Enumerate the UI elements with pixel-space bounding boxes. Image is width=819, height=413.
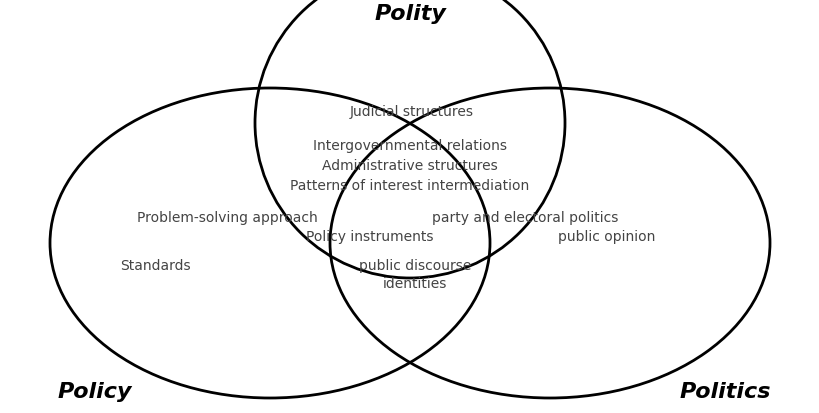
Text: Policy instruments: Policy instruments <box>305 230 433 243</box>
Text: Administrative structures: Administrative structures <box>322 159 497 173</box>
Text: Standards: Standards <box>120 259 190 272</box>
Text: Patterns of interest intermediation: Patterns of interest intermediation <box>290 178 529 192</box>
Text: Problem-solving approach: Problem-solving approach <box>137 211 318 224</box>
Text: Policy: Policy <box>57 381 132 401</box>
Text: Judicial structures: Judicial structures <box>350 105 473 119</box>
Text: identities: identities <box>382 276 446 290</box>
Text: Politics: Politics <box>678 381 770 401</box>
Text: public discourse: public discourse <box>359 259 471 272</box>
Text: public opinion: public opinion <box>557 230 654 243</box>
Text: Intergovernmental relations: Intergovernmental relations <box>313 139 506 153</box>
Text: party and electoral politics: party and electoral politics <box>432 211 618 224</box>
Text: Polity: Polity <box>373 4 446 24</box>
